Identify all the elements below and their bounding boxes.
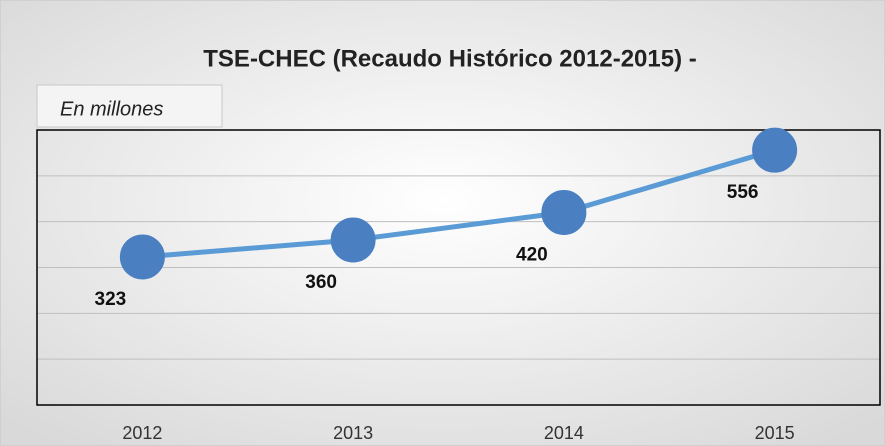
series-line [142,147,776,260]
x-tick-label: 2015 [755,423,795,443]
x-tick-label: 2014 [544,423,584,443]
data-point [330,217,376,263]
plot-border [36,129,881,406]
data-point [119,234,165,280]
subtitle-box [36,84,223,128]
data-label: 556 [727,182,759,203]
x-tick-label: 2012 [122,423,162,443]
data-label: 323 [95,289,127,310]
data-point [752,127,798,173]
data-label: 360 [305,272,337,293]
subtitle: En millones [60,98,163,120]
x-tick-label: 2013 [333,423,373,443]
chart-title: TSE-CHEC (Recaudo Histórico 2012-2015) - [203,45,696,72]
data-label: 420 [516,245,548,266]
data-point [541,190,587,235]
